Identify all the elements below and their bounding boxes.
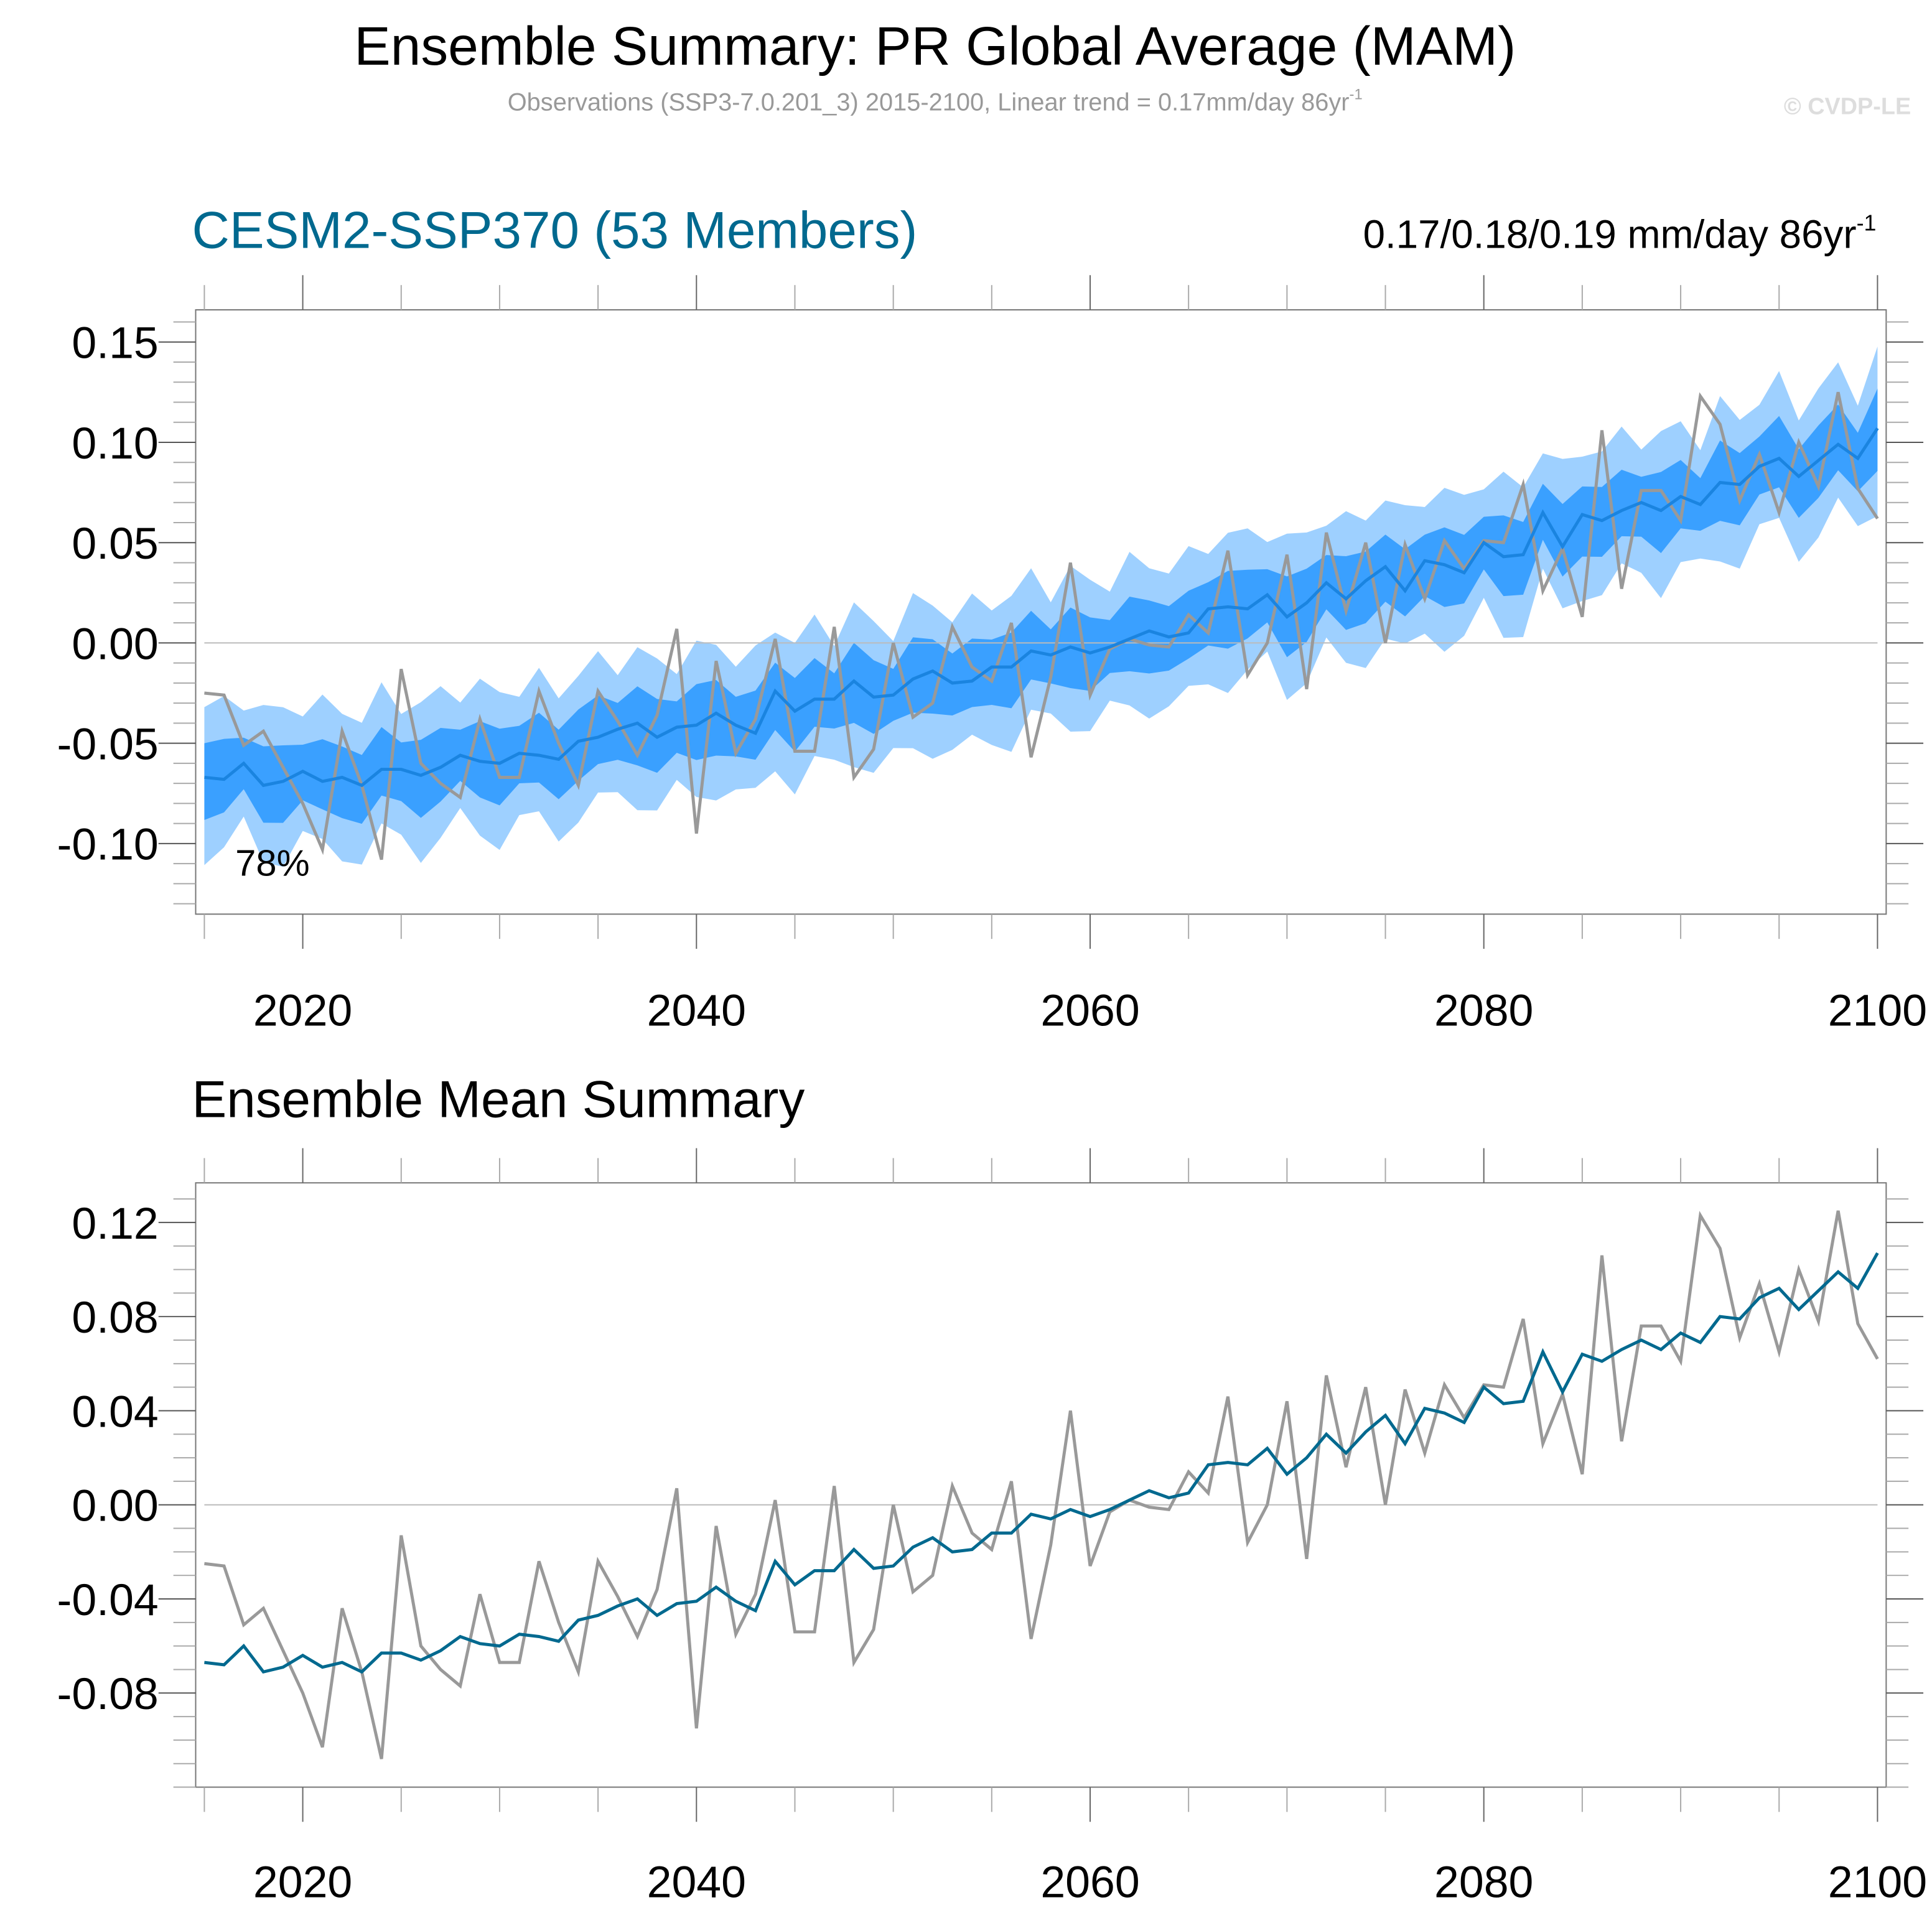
x-tick-label: 2020 — [253, 985, 352, 1035]
y-tick-label: 0.10 — [72, 419, 158, 468]
top-panel: 2020 2040 2060 2080 2100 0.15 0.10 0.05 0.00 -0.0… — [57, 275, 1927, 1035]
y-tick-label: 0.05 — [72, 519, 158, 569]
main-title: Ensemble Summary: PR Global Average (MAM… — [354, 16, 1516, 77]
top-panel-title: CESM2-SSP370 (53 Members) — [192, 200, 918, 259]
x-tick-label: 2020 — [253, 1858, 352, 1908]
inner-spread-band — [204, 388, 1878, 824]
x-tick-label: 2040 — [647, 1858, 746, 1908]
y-tick-label: 0.12 — [72, 1199, 158, 1249]
ensemble-mean-line — [204, 1252, 1879, 1674]
x-tick-label: 2100 — [1828, 1858, 1927, 1908]
y-tick-label: -0.10 — [57, 820, 158, 870]
top-panel-trend: 0.17/0.18/0.19 mm/day 86yr-1 — [1363, 211, 1877, 257]
plot-frame — [195, 1182, 1887, 1788]
percent-annotation: 78% — [235, 842, 310, 884]
x-tick-label: 2060 — [1040, 1858, 1139, 1908]
ensemble-mean-line — [204, 427, 1879, 788]
x-tick-label: 2100 — [1828, 985, 1927, 1035]
x-tick-label: 2080 — [1434, 985, 1533, 1035]
x-tick-label: 2080 — [1434, 1858, 1533, 1908]
plot-frame — [195, 309, 1887, 915]
observations-line — [204, 391, 1879, 860]
x-tick-label: 2040 — [647, 985, 746, 1035]
observations-line — [204, 1210, 1879, 1759]
bottom-panel: 2020 2040 2060 2080 2100 0.12 0.08 0.04 0.00 -0.0… — [57, 1148, 1927, 1908]
y-tick-label: -0.05 — [57, 720, 158, 770]
y-tick-label: 0.00 — [72, 619, 158, 669]
copyright: © CVDP-LE — [1784, 94, 1911, 120]
y-tick-label: -0.04 — [57, 1575, 158, 1625]
y-tick-label: 0.04 — [72, 1387, 158, 1437]
x-tick-label: 2060 — [1040, 985, 1139, 1035]
y-tick-label: 0.08 — [72, 1293, 158, 1343]
y-tick-label: 0.15 — [72, 319, 158, 368]
y-tick-label: 0.00 — [72, 1481, 158, 1531]
subtitle: Observations (SSP3-7.0.201_3) 2015-2100,… — [508, 86, 1363, 116]
y-tick-label: -0.08 — [57, 1669, 158, 1719]
bottom-panel-title: Ensemble Mean Summary — [192, 1070, 805, 1129]
outer-spread-band — [204, 346, 1878, 867]
